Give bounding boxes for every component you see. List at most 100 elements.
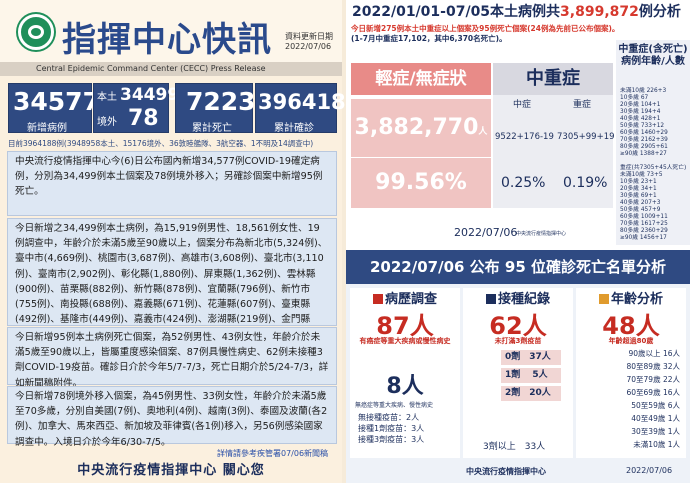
paragraph-imported: 今日新增78例境外移入個案，為45例男性、33例女性，年齡介於未滿5歲至70多歲… xyxy=(7,386,337,448)
syringe-icon xyxy=(485,294,496,304)
analysis-source: 中央流行疫情指揮中心 xyxy=(516,231,567,237)
title-suffix: 例分析 xyxy=(638,4,681,20)
title-total: 3,899,872 xyxy=(560,4,639,20)
history-none-note: 無癌症等重大疾病、慢性病史 xyxy=(355,402,434,409)
age-row: 30多歲 69+1 xyxy=(620,193,657,199)
local-label: 本土 xyxy=(97,92,117,103)
history-row: 接種3劑疫苗：3人 xyxy=(358,435,425,444)
age-death-row: 80至89歲 32人 xyxy=(626,362,680,371)
mild-count: 3,882,770人 xyxy=(351,99,491,157)
history-row: 接種1劑疫苗：3人 xyxy=(358,424,425,433)
clipboard-icon xyxy=(372,294,383,304)
age-row: 70多歲 1617+25 xyxy=(620,221,668,227)
moderate-value: 9522+176-19 xyxy=(495,132,554,142)
imported-label: 境外 xyxy=(97,117,117,128)
moderate-box: 中症 重症 9522+176-19 7305+99+19 0.25% 0.19% xyxy=(493,95,615,208)
age-row: 50多歲 457+9 xyxy=(620,207,661,213)
paragraph-deaths: 今日新增95例本土病例死亡個案，為52例男性、43例女性，年齡介於未滿5歲至90… xyxy=(7,327,337,389)
vaccination-title-text: 接種紀錄 xyxy=(497,292,550,307)
confirmed-label: 累計確診 xyxy=(274,123,314,134)
age-death-row: 30至39歲 1人 xyxy=(631,427,680,436)
history-title: 病歷調查 xyxy=(350,288,460,307)
age-row: 10多歲 67 xyxy=(620,95,649,101)
title-prefix: 2022/01/01-07/05本土病例共 xyxy=(352,4,561,20)
update-label: 資料更新日期 xyxy=(285,32,333,41)
update-value: 2022/07/06 xyxy=(285,42,332,51)
local-imported-card: 本土 34499 境外 78 xyxy=(93,83,179,133)
age-row: 70多歲 2162+39 xyxy=(620,137,668,143)
english-subtitle: Central Epidemic Command Center (CECC) P… xyxy=(0,62,342,76)
people-icon xyxy=(598,294,609,304)
vaccination-title: 接種紀錄 xyxy=(463,288,573,307)
age-sub: 年齡超過80歲 xyxy=(608,337,654,345)
dose-row: 0劑 37人 xyxy=(501,350,561,365)
header: 指揮中心快訊 資料更新日期 2022/07/06 xyxy=(0,0,342,62)
history-count: 87人 xyxy=(376,312,434,340)
right-footer-source: 中央流行疫情指揮中心 xyxy=(466,467,546,476)
history-title-text: 病歷調查 xyxy=(384,292,437,307)
age-row: 80多歲 2360+29 xyxy=(620,228,668,234)
deaths-label: 累計死亡 xyxy=(192,123,232,134)
new-cases-value: 34577 xyxy=(13,87,100,116)
new-cases-label: 新增病例 xyxy=(27,123,67,134)
new-cases-card: 34577 新增病例 xyxy=(8,83,100,134)
age-title-text: 年齡分析 xyxy=(610,292,663,307)
history-none-count: 8人 xyxy=(386,374,424,399)
age-row: 80多歲 2905+61 xyxy=(620,144,668,150)
press-release-panel: 指揮中心快訊 資料更新日期 2022/07/06 Central Epidemi… xyxy=(0,0,360,483)
dose-three-plus: 3劑以上 33人 xyxy=(483,442,546,452)
age-death-row: 未滿10歲 1人 xyxy=(633,440,680,449)
right-footer-date: 2022/07/06 xyxy=(626,466,673,475)
left-footer: 中央流行疫情指揮中心 關心您 xyxy=(77,463,265,478)
age-breakdown: 中重症(含死亡)病例年齡/人數 未滿10歲 226+3 10多歲 67 20多歲… xyxy=(616,40,690,245)
analysis-panel: 2022/01/01-07/05本土病例共3,899,872例分析 今日新增27… xyxy=(346,0,690,483)
imported-value: 78 xyxy=(128,106,159,131)
dose-row: 1劑 5人 xyxy=(501,368,561,383)
age-header: 中重症(含死亡)病例年齡/人數 xyxy=(618,44,688,67)
age-row: 50多歲 733+12 xyxy=(620,123,665,129)
paragraph-local-cases: 今日新增之34,499例本土病例，為15,919例男性、18,561例女性、19… xyxy=(7,218,337,340)
moderate-header: 中重症 xyxy=(493,63,613,95)
age-row: ≥90歲 1456+17 xyxy=(620,235,667,241)
age-count: 48人 xyxy=(602,312,660,340)
confirmed-value: 3964188 xyxy=(258,90,361,114)
deaths-value: 7223 xyxy=(186,87,256,116)
age-row: ≥90歲 1388+27 xyxy=(620,151,667,157)
col-moderate: 中症 xyxy=(512,100,531,110)
analysis-subtitle: 今日新增275例本土中重症以上個案及95例死亡個案(24例為先前已公布個案)。 … xyxy=(351,24,619,44)
moderate-percent: 0.25% xyxy=(501,175,546,191)
age-title: 年齡分析 xyxy=(576,288,686,307)
age-row: 60多歲 1009+11 xyxy=(620,214,668,220)
age-row: 60多歲 1460+29 xyxy=(620,130,668,136)
deaths-card: 7223 累計死亡 xyxy=(175,83,256,134)
mild-header: 輕症/無症狀 xyxy=(351,63,491,95)
vaccination-sub: 未打滿3劑疫苗 xyxy=(494,337,542,345)
age-death-row: 50至59歲 6人 xyxy=(631,401,680,410)
local-value: 34499 xyxy=(120,85,180,105)
age-row: 未滿10歲 226+3 xyxy=(620,88,667,94)
vaccination-column: 接種紀錄 62人 未打滿3劑疫苗 0劑 37人 1劑 5人 2劑 20人 3劑以… xyxy=(463,288,573,458)
col-severe: 重症 xyxy=(572,100,591,110)
age-row: 40多歲 207+3 xyxy=(620,200,661,206)
subtitle-line1: 今日新增275例本土中重症以上個案及95例死亡個案(24例為先前已公布個案)。 xyxy=(351,24,620,33)
mild-percent: 99.56% xyxy=(351,158,491,208)
death-title: 2022/07/06 公布 95 位確診死亡名單分析 xyxy=(346,250,690,284)
severe-percent: 0.19% xyxy=(563,175,608,191)
paragraph-summary: 中央流行疫情指揮中心今(6)日公布國內新增34,577例COVID-19確定病例… xyxy=(7,151,337,216)
dose-row: 2劑 20人 xyxy=(501,386,561,401)
death-analysis: 2022/07/06 公布 95 位確診死亡名單分析 病歷調查 87人 有癌症等… xyxy=(346,250,690,483)
age-death-row: 70至79歲 22人 xyxy=(626,375,680,384)
analysis-title: 2022/01/01-07/05本土病例共3,899,872例分析 xyxy=(346,0,690,24)
page-title: 指揮中心快訊 xyxy=(62,20,272,60)
age-row: 30多歲 194+4 xyxy=(620,109,661,115)
confirmed-card: 3964188 累計確診 xyxy=(255,83,360,134)
age-row: 10多歲 23+1 xyxy=(620,179,657,185)
age-row: 20多歲 34+1 xyxy=(620,186,657,192)
age-death-row: 90歲以上 16人 xyxy=(628,349,680,358)
vaccination-count: 62人 xyxy=(489,312,547,340)
history-column: 病歷調查 87人 有癌症等重大疾病或慢性病史 8人 無癌症等重大疾病、慢性病史 … xyxy=(350,288,460,458)
history-sub: 有癌症等重大疾病或慢性病史 xyxy=(359,337,451,345)
cecc-logo-icon xyxy=(18,14,54,50)
analysis-date: 2022/07/06 xyxy=(454,226,518,239)
press-release-link[interactable]: 詳情請參考疾管署07/06新聞稿 xyxy=(217,449,329,458)
